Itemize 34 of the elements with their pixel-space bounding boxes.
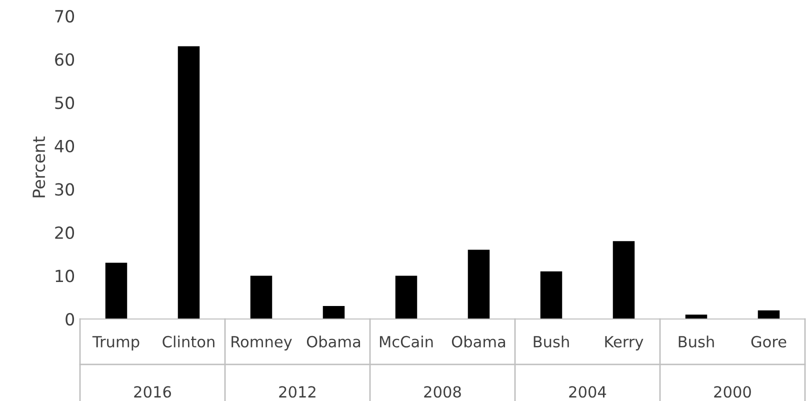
bar [540,271,562,319]
text: 2016 [134,386,171,398]
x-tick-label: Bush [678,336,714,348]
bar [322,306,345,319]
text: 2012 [279,386,316,398]
x-tick-label: Obama [306,336,360,348]
x-tick-label: Trump [92,336,140,350]
bar [685,314,708,319]
x-tick-label: Clinton [162,336,214,348]
y-tick-label: 0 [66,312,74,326]
y-tick-label: 30 [55,183,74,196]
bar [178,46,200,319]
y-tick-label: 60 [55,53,74,66]
y-tick-label: 20 [55,226,74,239]
x-tick-label: Obama [452,336,506,348]
x-tick-label: McCain [380,336,433,348]
x-tick-label: Romney [232,336,292,350]
bar [250,276,272,319]
bar [468,250,490,319]
y-axis-title: Percent [32,136,46,198]
bar [758,310,780,319]
x-tick-label: Kerry [605,336,644,350]
text: 2000 [714,386,751,398]
y-tick-label: 10 [56,270,74,282]
x-tick-label: Gore [751,336,786,348]
y-tick-label: 70 [55,10,74,23]
y-tick-label: 50 [55,96,74,110]
bar [395,276,418,319]
y-tick-label: 40 [54,140,74,152]
text: 2008 [424,386,461,398]
bar [105,262,128,319]
text: 2004 [569,386,606,398]
x-tick-label: Bush [534,336,569,348]
bar [612,241,635,319]
